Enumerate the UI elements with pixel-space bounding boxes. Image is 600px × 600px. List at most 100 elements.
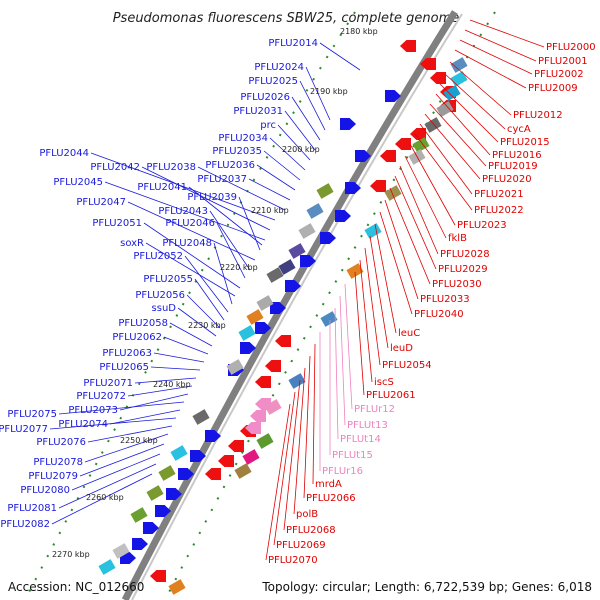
gene-feature-block — [226, 359, 244, 375]
leader-line — [248, 178, 291, 201]
gene-label-reverse: cycA — [507, 124, 531, 135]
leader-line — [369, 235, 389, 349]
leader-line — [58, 401, 185, 415]
leader-line — [319, 42, 361, 71]
leader-line — [283, 379, 301, 531]
leader-line — [305, 66, 331, 121]
gene-label-reverse: PFLU2002 — [534, 69, 584, 80]
kbp-tick-label: 2180 kbp — [340, 27, 378, 36]
gene-feature-block — [192, 409, 210, 425]
gene-feature-block — [436, 101, 454, 117]
gene-feature-block — [264, 399, 282, 415]
leader-line — [90, 152, 276, 221]
gene-label-reverse: PFLU2061 — [366, 390, 416, 401]
gene-label-forward: PFLU2078 — [33, 457, 83, 468]
gene-label-reverse: PFLU2030 — [432, 279, 482, 290]
gene-label-forward: PFLU2045 — [53, 177, 103, 188]
leader-line — [184, 255, 229, 313]
forward-gene-arrow — [385, 90, 401, 102]
leader-line — [49, 417, 177, 430]
leader-line — [399, 165, 439, 255]
leader-line — [273, 391, 296, 546]
forward-gene-arrow — [340, 118, 356, 130]
gene-feature-block — [130, 507, 148, 523]
gene-feature-block — [278, 259, 296, 275]
forward-gene-arrow — [240, 342, 256, 354]
gene-label-rna: PFLUt13 — [347, 420, 388, 431]
leader-line — [169, 322, 213, 347]
gene-label-reverse: leuC — [398, 328, 420, 339]
leader-line — [119, 393, 189, 411]
leader-line — [263, 150, 301, 181]
forward-gene-arrow — [300, 255, 316, 267]
gene-label-forward: PFLU2052 — [133, 251, 183, 262]
gene-label-reverse: PFLU2009 — [528, 83, 578, 94]
reverse-gene-arrow — [150, 570, 166, 582]
gene-label-reverse: mrdA — [315, 479, 342, 490]
leader-line — [134, 377, 197, 384]
reverse-gene-arrow — [255, 376, 271, 388]
leader-line — [109, 409, 181, 425]
forward-gene-arrow — [335, 210, 351, 222]
gene-feature-block — [450, 57, 468, 73]
gene-label-rna: PFLUt14 — [340, 434, 381, 445]
gene-feature-block — [146, 485, 164, 501]
gene-label-reverse: PFLU2020 — [482, 174, 532, 185]
leader-line — [374, 223, 397, 334]
gene-feature-block — [443, 85, 461, 101]
gene-feature-block — [320, 311, 338, 327]
gene-label-forward: PFLU2072 — [76, 391, 126, 402]
reverse-gene-arrow — [228, 440, 244, 452]
gene-label-forward: soxR — [120, 238, 144, 249]
leader-line — [127, 201, 256, 261]
leader-line — [186, 294, 221, 329]
gene-label-forward: PFLU2062 — [112, 332, 162, 343]
gene-label-forward: PFLU2058 — [118, 318, 168, 329]
gene-label-reverse: PFLU2070 — [268, 555, 318, 566]
gene-label-forward: PFLU2082 — [0, 519, 50, 530]
gene-label-rna: PFLUt15 — [332, 450, 373, 461]
gene-feature-block — [412, 137, 430, 153]
rna-gene-arrow — [245, 422, 261, 434]
gene-label-forward: PFLU2025 — [248, 76, 298, 87]
gene-label-reverse: PFLU2015 — [500, 137, 550, 148]
reverse-gene-arrow — [380, 150, 396, 162]
leader-line — [429, 103, 487, 167]
accession-label: Accession: NC_012660 — [8, 580, 145, 594]
leader-line — [394, 175, 437, 270]
forward-gene-arrow — [285, 280, 301, 292]
gene-label-forward: PFLU2031 — [233, 106, 283, 117]
leader-line — [145, 242, 236, 297]
gene-feature-block — [256, 433, 274, 449]
leader-line — [71, 453, 161, 491]
gene-label-reverse: iscS — [374, 377, 394, 388]
kbp-tick-label: 2190 kbp — [310, 87, 348, 96]
gene-feature-block — [112, 543, 130, 559]
leader-line — [299, 80, 326, 131]
gene-label-forward: PFLU2043 — [158, 206, 208, 217]
leader-line — [213, 242, 233, 305]
reverse-gene-arrow — [430, 72, 446, 84]
gene-feature-block — [98, 559, 116, 575]
leader-line — [256, 164, 296, 191]
gene-label-reverse: PFLU2001 — [538, 56, 588, 67]
gene-label-forward: PFLU2077 — [0, 424, 48, 435]
leader-line — [334, 307, 339, 440]
gene-label-rna: PFLUr12 — [354, 404, 395, 415]
leader-line — [153, 352, 205, 363]
gene-label-forward: PFLU2065 — [99, 362, 149, 373]
leader-line — [265, 403, 291, 561]
gene-feature-block — [316, 183, 334, 199]
reverse-gene-arrow — [218, 455, 234, 467]
gene-label-reverse: PFLU2028 — [440, 249, 490, 260]
kbp-tick-label: 2240 kbp — [153, 380, 191, 389]
gene-feature-block — [450, 71, 468, 87]
gene-label-forward: PFLU2041 — [137, 182, 187, 193]
leader-line — [141, 166, 271, 231]
leader-line — [435, 93, 491, 156]
gene-label-forward: prc — [260, 120, 276, 131]
leader-line — [409, 143, 456, 226]
leader-line — [238, 196, 261, 251]
gene-label-forward: PFLU2037 — [197, 174, 247, 185]
gene-feature-block — [242, 449, 260, 465]
